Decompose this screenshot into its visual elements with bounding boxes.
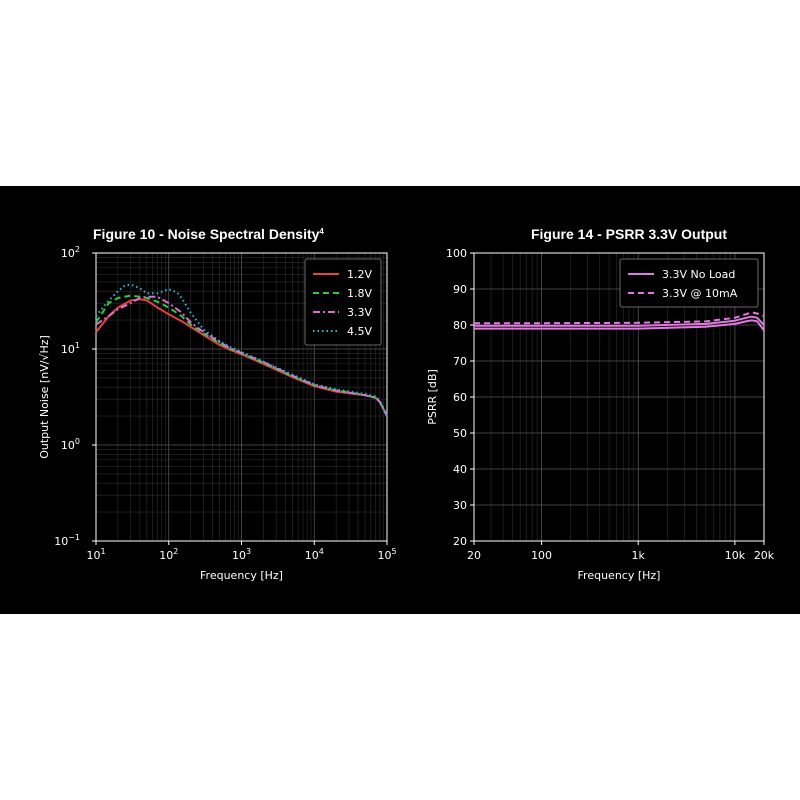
tick-exponent: 1 [75, 341, 80, 350]
x-tick-label: 1k [632, 549, 646, 562]
y-tick-label: 60 [453, 391, 467, 404]
y-tick-label: 40 [453, 463, 467, 476]
plot-frame [95, 252, 388, 542]
x-tick-label: 102 [159, 547, 178, 562]
x-tick-label: 103 [232, 547, 251, 562]
chart-0: 101 102 103 104 10510−11001011021.2V1.8V3.3V… [38, 226, 397, 582]
y-tick-label: 101 [61, 341, 80, 356]
legend-label: 3.3V No Load [662, 268, 735, 281]
x-tick-label: 20k [754, 549, 775, 562]
tick-exponent: 1 [100, 547, 105, 556]
tick-exponent: 5 [391, 547, 396, 556]
y-axis-label: Output Noise [nV/√Hz] [38, 335, 51, 459]
series-line-3-3v-10ma [474, 311, 765, 325]
series-line-3-3v-no-load [474, 315, 765, 327]
x-axis-label: Frequency [Hz] [578, 569, 661, 582]
x-tick-label: 10k [725, 549, 746, 562]
chart-title: Figure 10 - Noise Spectral Density4 [93, 226, 324, 242]
x-tick-label: 20 [467, 549, 481, 562]
y-tick-label: 100 [446, 247, 467, 260]
y-tick-label: 80 [453, 319, 467, 332]
figures-svg: 101 102 103 104 10510−11001011021.2V1.8V3.3V… [38, 226, 775, 582]
chart-1: 20 100 1k 10k 20k 20 30 40 50 60 70 80 90 100 3.3V No … [426, 226, 775, 582]
y-tick-label: 20 [453, 535, 467, 548]
y-tick-label: 90 [453, 283, 467, 296]
plot-frame [473, 252, 765, 542]
y-axis-label: PSRR [dB] [426, 369, 439, 425]
legend-box [619, 258, 759, 308]
series-line-1-8v [95, 294, 388, 417]
title-superscript: 4 [319, 227, 324, 236]
y-tick-label: 100 [61, 437, 80, 452]
tick-exponent: −1 [68, 533, 80, 542]
x-axis-label: Frequency [Hz] [200, 569, 283, 582]
y-tick-label: 102 [61, 245, 80, 260]
x-tick-label: 101 [86, 547, 105, 562]
series-line-3-3v [95, 295, 388, 417]
legend-label: 1.2V [347, 268, 372, 281]
tick-exponent: 2 [173, 547, 178, 556]
y-tick-label: 30 [453, 499, 467, 512]
y-tick-label: 10−1 [54, 533, 80, 548]
tick-exponent: 3 [246, 547, 251, 556]
legend-box [304, 258, 382, 346]
legend-label: 3.3V [347, 306, 372, 319]
x-tick-label: 105 [377, 547, 396, 562]
tick-exponent: 0 [75, 437, 80, 446]
series-line-3-3v-no-load [474, 319, 765, 332]
y-tick-label: 70 [453, 355, 467, 368]
legend-label: 3.3V @ 10mA [662, 287, 738, 300]
tick-exponent: 2 [75, 245, 80, 254]
x-tick-label: 104 [305, 547, 324, 562]
tick-exponent: 4 [319, 547, 324, 556]
chart-title: Figure 14 - PSRR 3.3V Output [531, 226, 727, 242]
figure-panel: 101 102 103 104 105 10−1 100 101 102 1.2V 1.8V 3.3V… [0, 186, 800, 614]
legend-label: 4.5V [347, 325, 372, 338]
x-tick-label: 100 [531, 549, 552, 562]
legend-label: 1.8V [347, 287, 372, 300]
y-tick-label: 50 [453, 427, 467, 440]
